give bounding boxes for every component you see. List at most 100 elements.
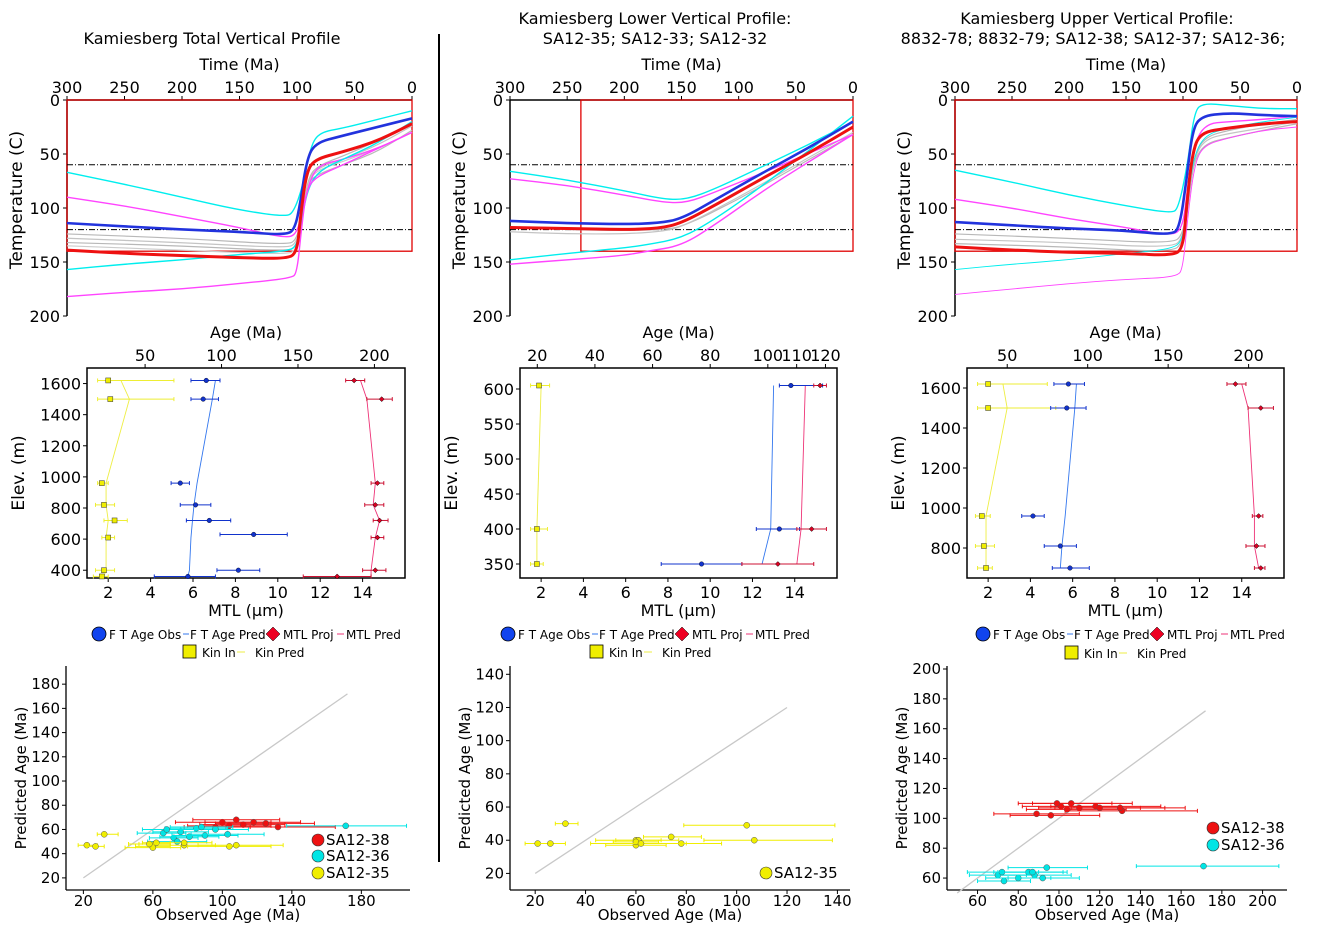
x-bottom-tick-label: 4 — [146, 583, 156, 602]
x-tick-label: 300 — [52, 78, 83, 97]
x-tick-label: 150 — [666, 78, 697, 97]
x-tick-label: 300 — [940, 78, 971, 97]
x-tick-label: 140 — [1126, 892, 1155, 910]
x-tick-label: 60 — [143, 892, 162, 910]
thermal-history-path — [954, 103, 1297, 213]
data-point — [180, 839, 188, 847]
ft-age-obs-marker — [251, 531, 257, 537]
y-axis-label: Predicted Age (Ma) — [456, 707, 474, 850]
y-tick-label: 160 — [31, 699, 60, 717]
thermal-history-path — [954, 120, 1298, 257]
x-tick-label: 300 — [495, 78, 526, 97]
mtl-pred-line — [360, 380, 381, 577]
panel-title-upper-line1: Kamiesberg Upper Vertical Profile: — [960, 9, 1233, 28]
legend-mtl-proj-label: MTL Proj — [692, 628, 743, 642]
x-axis-label: Observed Age (Ma) — [156, 906, 301, 924]
legend-marker — [311, 833, 325, 847]
legend-elevation-lower: F T Age Obs F T Age Pred MTL Proj MTL Pred K… — [500, 626, 810, 660]
x-tick-label: 200 — [609, 78, 640, 97]
y-tick-label: 180 — [912, 690, 941, 708]
y-axis-label: Elev. (m) — [889, 435, 909, 510]
legend-ft-age-pred-label: F T Age Pred — [1074, 628, 1150, 642]
mtl-proj-marker — [1257, 565, 1264, 571]
data-point — [233, 816, 240, 824]
y-tick-label: 40 — [41, 845, 60, 863]
legend-mtl-proj-label: MTL Proj — [1167, 628, 1218, 642]
legend-elevation-upper: F T Age Obs F T Age Pred MTL Proj MTL Pred K… — [975, 626, 1285, 661]
constraint-box — [954, 99, 1298, 252]
ft-age-pred-line — [1059, 383, 1077, 569]
y-tick-label: 80 — [922, 839, 941, 857]
x-tick-label: 100 — [1045, 892, 1074, 910]
legend-kin-in-marker — [1064, 645, 1079, 660]
x-tick-label: 140 — [278, 892, 307, 910]
x-tick-label: 100 — [722, 892, 751, 910]
y-tick-label: 120 — [31, 748, 60, 766]
chart-elevation-upper: 50 100 150 200 2 4 6 8 10 12 14 800 1000 1200 1400 1600… — [889, 323, 1285, 620]
legend-mtl-pred-label: MTL Pred — [1230, 628, 1285, 642]
x-tick-label: 200 — [1054, 78, 1085, 97]
thermal-history-path — [954, 115, 1298, 235]
x-bottom-tick-label: 10 — [700, 583, 720, 602]
kin-pred-line — [536, 385, 542, 564]
x-top-tick-label: 20 — [527, 346, 547, 365]
x-bottom-tick-label: 14 — [1232, 583, 1252, 602]
data-point — [1200, 862, 1207, 870]
y-axis-label: Temperature (C) — [7, 131, 27, 270]
mtl-proj-marker — [374, 534, 381, 541]
mtl-proj-marker — [1253, 543, 1260, 549]
kin-in-marker — [534, 526, 540, 532]
data-point — [173, 838, 181, 845]
y-tick-label: 0 — [938, 91, 948, 110]
legend-mtl-proj-label: MTL Proj — [283, 628, 334, 642]
x-bottom-tick-label: 2 — [536, 583, 546, 602]
y-tick-label: 150 — [917, 253, 948, 272]
y-tick-label: 140 — [31, 724, 60, 742]
mtl-proj-marker — [808, 526, 815, 532]
data-point — [224, 831, 231, 838]
y-tick-label: 50 — [483, 145, 503, 164]
data-point — [667, 833, 675, 841]
y-axis-label: Elev. (m) — [9, 435, 29, 510]
mtl-proj-marker — [372, 567, 379, 574]
legend-kin-in-label: Kin In — [609, 646, 643, 660]
thermal-history-path — [66, 110, 413, 217]
x-tick-label: 100 — [282, 78, 313, 97]
y-tick-label: 1200 — [40, 437, 81, 456]
y-tick-label: 200 — [917, 307, 948, 326]
y-tick-label: 50 — [928, 145, 948, 164]
x-tick-label: 150 — [224, 78, 255, 97]
data-point — [1000, 877, 1008, 885]
y-axis-label: Temperature (C) — [895, 131, 915, 270]
y-tick-label: 100 — [917, 199, 948, 218]
data-point — [1039, 874, 1046, 882]
mtl-pred-line — [796, 385, 806, 565]
legend-kin-in-marker — [182, 644, 197, 659]
x-top-tick-label: 50 — [135, 346, 155, 365]
x-bottom-tick-label: 2 — [983, 583, 993, 602]
y-tick-label: 200 — [29, 307, 60, 326]
x-bottom-tick-label: 6 — [621, 583, 631, 602]
legend-ft-age-pred-label: F T Age Pred — [599, 628, 675, 642]
x-tick-label: 50 — [344, 78, 364, 97]
x-bottom-axis-label: MTL (µm) — [1088, 601, 1164, 620]
legend-mtl-pred-label: MTL Pred — [346, 628, 401, 642]
x-bottom-tick-label: 8 — [1110, 583, 1120, 602]
x-top-tick-label: 150 — [1153, 346, 1184, 365]
x-bottom-tick-label: 12 — [742, 583, 762, 602]
y-tick-label: 100 — [31, 772, 60, 790]
kin-in-marker — [105, 534, 111, 541]
x-axis-label: Time (Ma) — [640, 55, 721, 74]
legend-marker — [311, 866, 325, 880]
x-tick-label: 80 — [1009, 892, 1028, 910]
legend-label: SA12-38 — [326, 831, 390, 849]
x-bottom-tick-label: 10 — [1147, 583, 1167, 602]
y-axis-label: Elev. (m) — [442, 435, 462, 510]
x-bottom-tick-label: 6 — [1068, 583, 1078, 602]
y-tick-label: 1400 — [920, 419, 961, 438]
legend-kin-in-marker — [589, 644, 604, 659]
data-point — [743, 822, 750, 829]
